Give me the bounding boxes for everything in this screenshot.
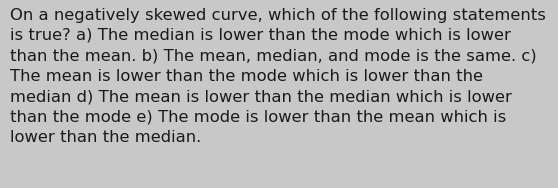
Text: On a negatively skewed curve, which of the following statements
is true? a) The : On a negatively skewed curve, which of t… [10,8,546,145]
